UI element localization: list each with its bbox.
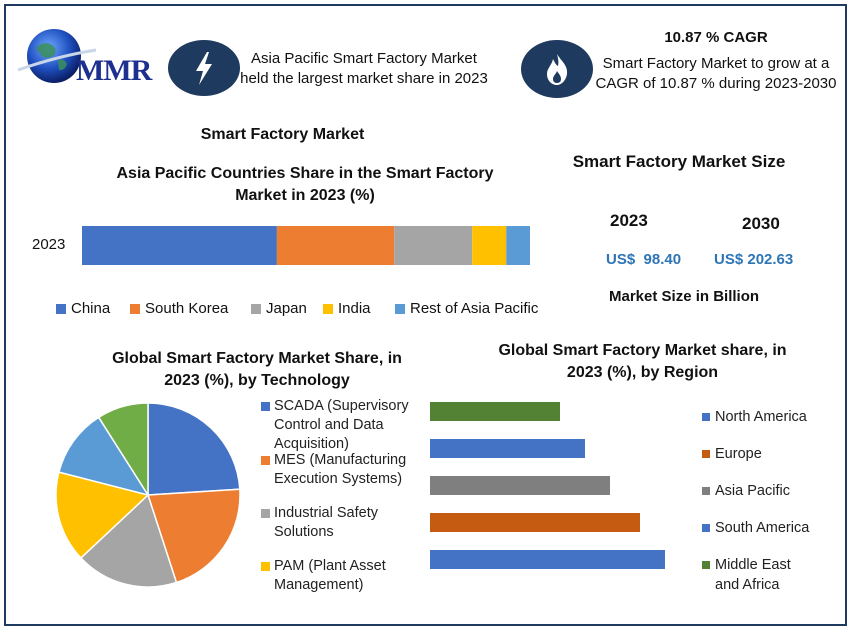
region-legend-label: Europe — [715, 446, 762, 462]
pie-slice-5 — [97, 402, 149, 498]
stacked-segment-south-korea — [276, 226, 395, 265]
region-legend-label: South America — [715, 520, 810, 536]
stacked-legend-swatch — [130, 304, 140, 314]
stacked-legend-swatch — [395, 304, 405, 314]
header-info-text: Asia Pacific Smart Factory Market held t… — [240, 50, 488, 87]
stacked-segment-china — [82, 226, 277, 265]
pie-chart — [55, 402, 241, 588]
stacked-legend-item: China — [56, 299, 110, 319]
market-size-value-2023: US$ 98.40 — [606, 251, 682, 268]
lightning-icon — [196, 52, 212, 85]
region-bar-1 — [430, 439, 585, 458]
region-legend-label: Asia Pacific — [715, 483, 790, 499]
region-legend-south-america: South America — [702, 518, 835, 538]
pie-chart-title: Global Smart Factory Market Share, in 20… — [112, 350, 402, 389]
globe-logo-icon — [17, 29, 97, 83]
pie-legend-label: Industrial Safety Solutions — [274, 505, 378, 540]
flame-icon-circle — [521, 40, 593, 98]
stacked-legend-label: Japan — [266, 300, 307, 317]
stacked-bar-chart — [82, 226, 530, 265]
region-bar-2 — [430, 476, 610, 495]
stacked-legend-swatch — [251, 304, 261, 314]
market-size-value-2030: US$ 202.63 — [714, 251, 794, 268]
stacked-legend-swatch — [323, 304, 333, 314]
stacked-chart-title: Asia Pacific Countries Share in the Smar… — [116, 165, 494, 204]
region-legend-swatch — [702, 450, 710, 458]
pie-legend-pam: PAM (Plant Asset Management) — [261, 557, 404, 595]
region-legend-swatch — [702, 487, 710, 495]
pie-slice-0 — [147, 402, 241, 496]
region-bar-3 — [430, 513, 640, 532]
pie-slice-2 — [79, 493, 178, 588]
region-legend-north-america: North America — [702, 407, 835, 427]
market-size-year-2023: 2023 — [610, 211, 648, 230]
pie-legend-label: PAM (Plant Asset Management) — [274, 558, 386, 593]
stacked-segment-rest-of-asia-pacific — [506, 226, 530, 265]
region-legend-asia-pacific: Asia Pacific — [702, 481, 835, 501]
stacked-legend-label: China — [71, 300, 111, 317]
region-legend-label: Middle East — [715, 557, 791, 573]
cagr-text: Smart Factory Market to grow at a CAGR o… — [595, 55, 837, 92]
logo-text: MMR — [76, 54, 152, 87]
stacked-segment-india — [472, 226, 507, 265]
pie-slice-1 — [146, 488, 241, 584]
region-bar-4 — [430, 550, 665, 569]
region-legend-swatch — [702, 561, 710, 569]
stacked-legend-swatch — [56, 304, 66, 314]
stacked-legend-label: India — [338, 300, 371, 317]
stacked-legend-label: South Korea — [145, 300, 229, 317]
market-size-year-2030: 2030 — [742, 214, 780, 233]
flame-icon — [547, 54, 568, 85]
pie-legend-swatch — [261, 456, 270, 465]
pie-legend-scada: SCADA (Supervisory Control and Data Acqu… — [261, 397, 444, 454]
pie-slice-4 — [57, 416, 150, 497]
stacked-legend-label: Rest of Asia Pacific — [410, 300, 539, 317]
region-legend-mea: Middle East and Africa — [702, 555, 835, 595]
pie-legend-swatch — [261, 509, 270, 518]
market-size-unit: Market Size in Billion — [609, 288, 760, 305]
stacked-legend-item: Japan — [251, 299, 307, 319]
region-legend-swatch — [702, 524, 710, 532]
outer-frame — [4, 4, 847, 626]
stacked-legend-item: India — [323, 299, 371, 319]
stacked-category-label: 2023 — [32, 236, 66, 253]
market-size-title: Smart Factory Market Size — [572, 152, 786, 171]
region-chart-title: Global Smart Factory Market share, in 20… — [498, 342, 787, 381]
stacked-segment-japan — [394, 226, 473, 265]
stacked-legend-item: Rest of Asia Pacific — [395, 299, 538, 319]
market-title: Smart Factory Market — [200, 126, 365, 143]
region-legend-label: North America — [715, 409, 807, 425]
region-bar-0 — [430, 402, 560, 421]
cagr-title: 10.87 % CAGR — [664, 29, 768, 46]
lightning-icon-circle — [168, 40, 240, 96]
pie-legend-label: SCADA (Supervisory Control and Data Acqu… — [274, 398, 409, 452]
region-legend-europe: Europe — [702, 444, 835, 464]
pie-legend-label: MES (Manufacturing Execution Systems) — [274, 452, 407, 487]
logo: MMR — [14, 26, 159, 87]
pie-slice-3 — [55, 471, 150, 560]
pie-legend-swatch — [261, 402, 270, 411]
region-legend-label: and Africa — [715, 577, 780, 593]
region-bar-chart — [430, 402, 665, 569]
stacked-legend-item: South Korea — [130, 299, 228, 319]
pie-legend-mes: MES (Manufacturing Execution Systems) — [261, 451, 444, 489]
pie-legend-safety: Industrial Safety Solutions — [261, 504, 404, 542]
pie-legend-swatch — [261, 562, 270, 571]
region-legend-swatch — [702, 413, 710, 421]
